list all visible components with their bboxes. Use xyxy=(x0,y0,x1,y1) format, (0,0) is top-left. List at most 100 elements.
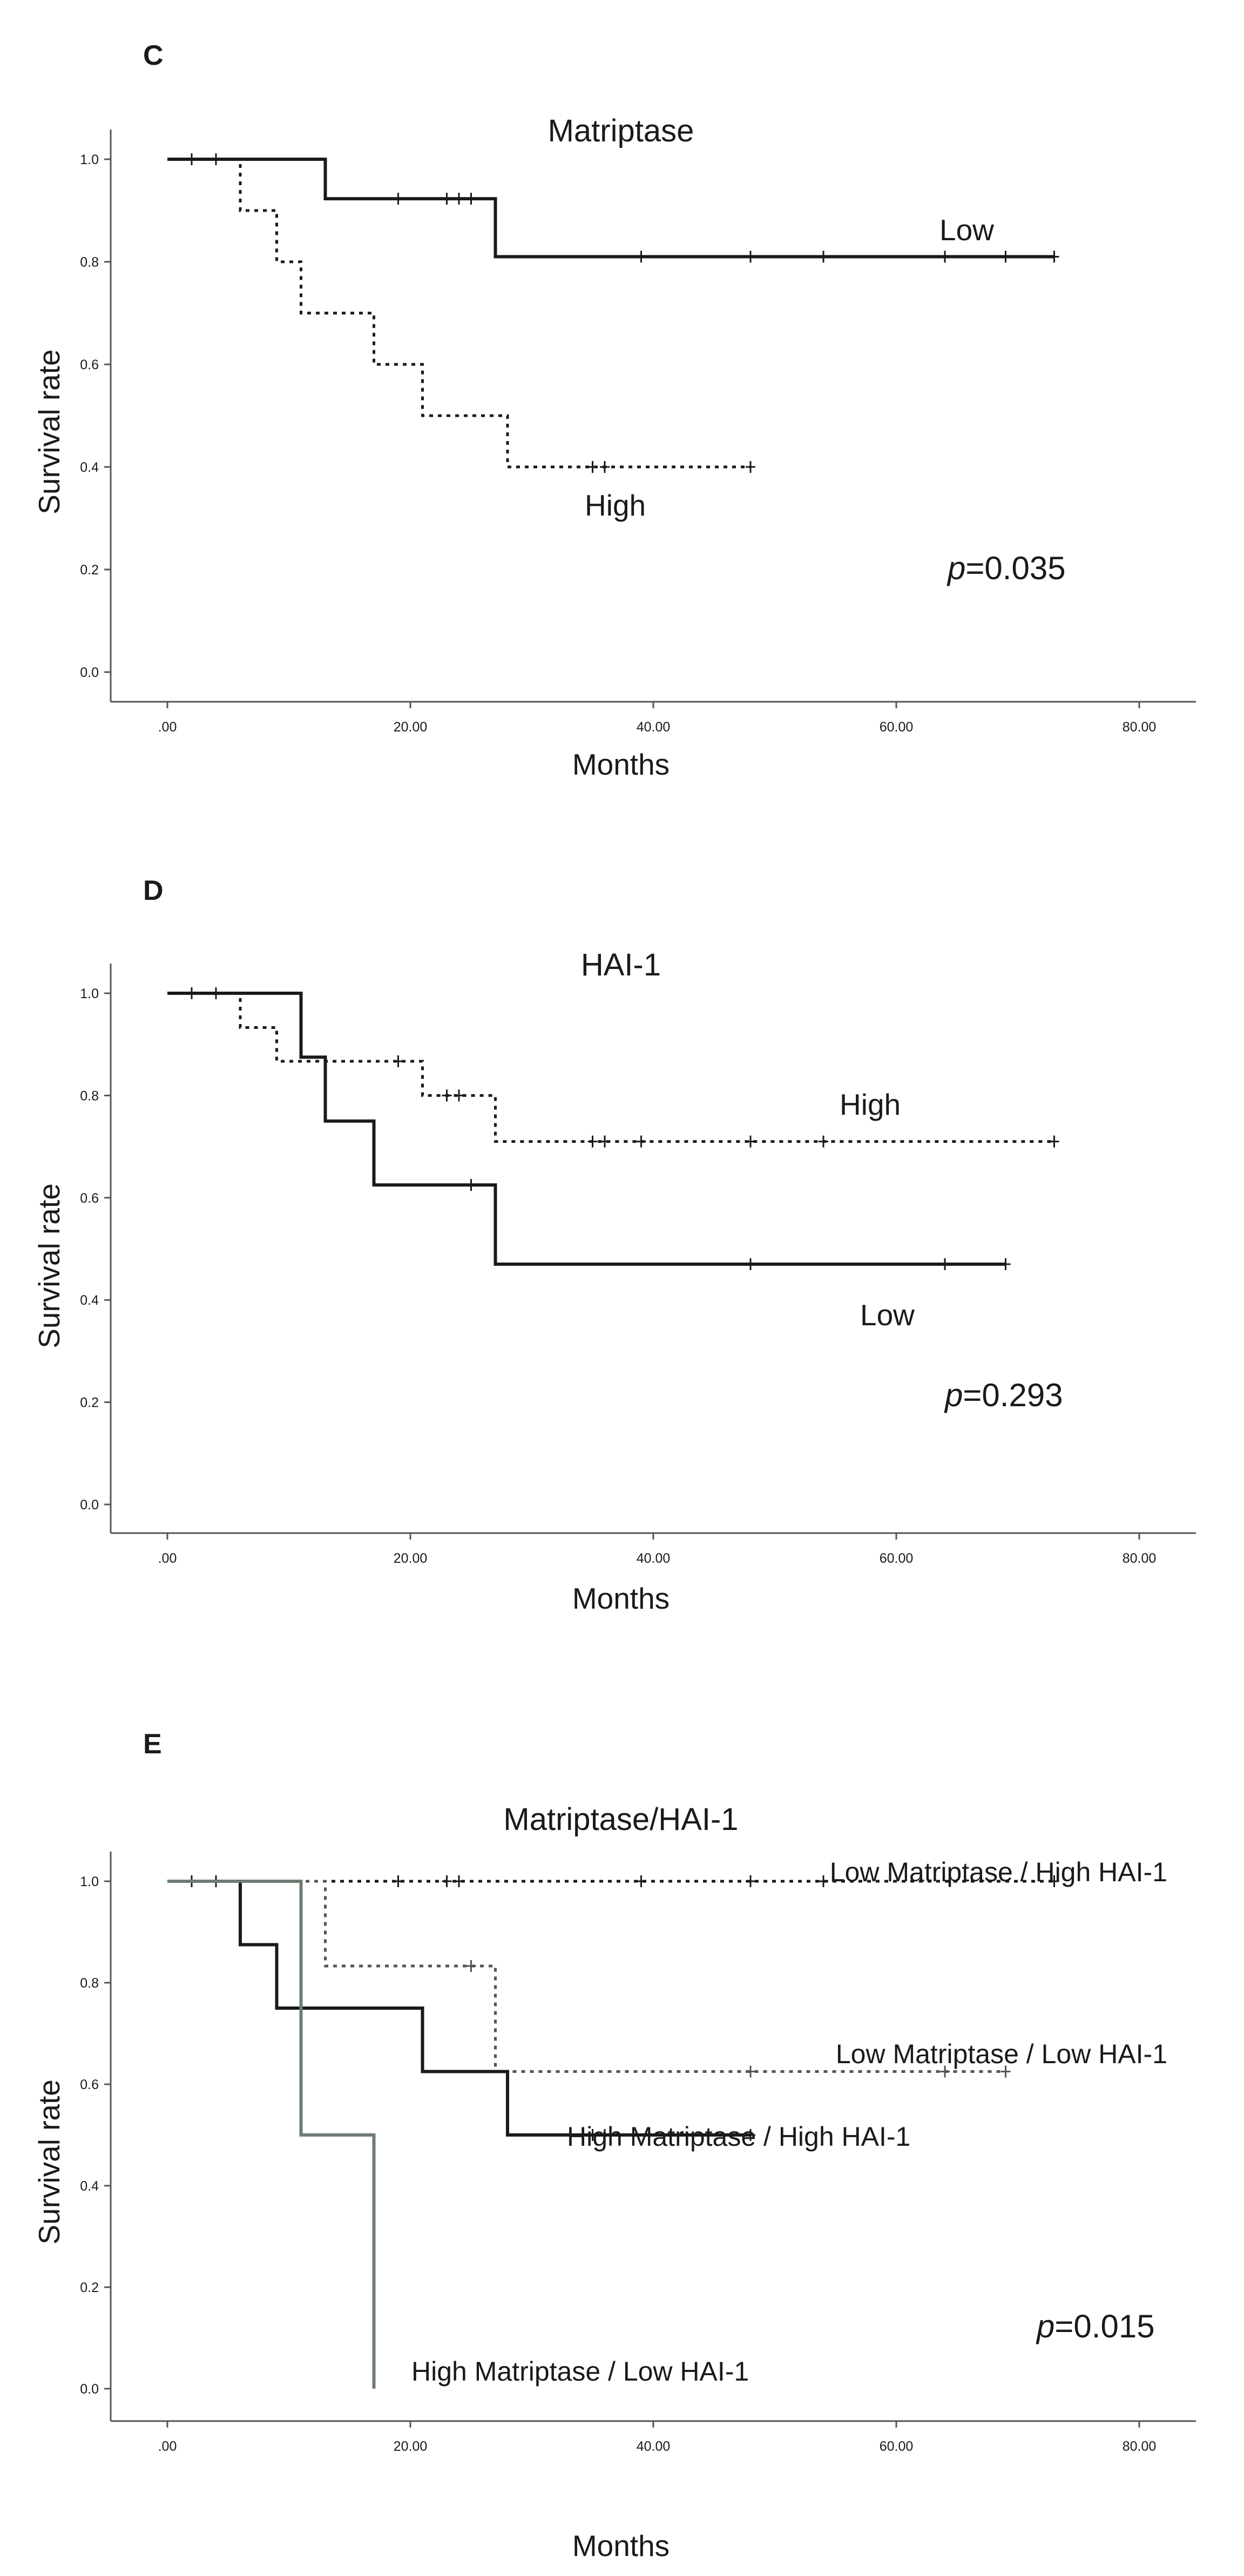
censor-mark xyxy=(587,461,598,473)
censor-mark xyxy=(746,2129,755,2141)
censor-mark xyxy=(819,1135,828,1148)
p-value-symbol: p xyxy=(946,550,965,586)
chart-title: Matriptase xyxy=(548,113,694,148)
censor-mark xyxy=(587,2129,598,2141)
x-tick-label: 20.00 xyxy=(394,720,428,735)
y-tick-label: 1.0 xyxy=(80,1874,99,1889)
censor-mark xyxy=(393,1875,403,1887)
survival-curve-high xyxy=(167,992,1054,1143)
censor-mark xyxy=(940,250,950,263)
censor-mark xyxy=(1049,250,1059,263)
x-tick-label: 20.00 xyxy=(394,1551,428,1566)
y-tick-label: 0.6 xyxy=(80,1191,99,1206)
y-tick-label: 0.0 xyxy=(80,1497,99,1513)
panel-e: E Matriptase/HAI-1 Survival rate Months … xyxy=(32,1728,1196,2563)
censor-mark xyxy=(393,193,403,205)
y-tick-label: 0.4 xyxy=(80,2179,99,2194)
panel-letter: D xyxy=(143,875,164,906)
p-value-number: =0.035 xyxy=(965,550,1065,586)
panel-d: D HAI-1 Survival rate Months p=0.293 Hig… xyxy=(32,875,1196,1615)
censor-mark xyxy=(1000,2065,1011,2078)
panel-letter: E xyxy=(143,1728,162,1760)
y-tick-label: 0.2 xyxy=(80,1395,99,1411)
censor-mark xyxy=(454,1089,464,1102)
p-value-number: =0.015 xyxy=(1054,2308,1154,2344)
censor-mark xyxy=(454,1875,464,1887)
y-tick-label: 0.8 xyxy=(80,255,99,270)
p-value: p=0.035 xyxy=(946,550,1066,586)
p-value-symbol: p xyxy=(944,1377,963,1413)
censor-mark xyxy=(587,1135,598,1148)
chart-title: Matriptase/HAI-1 xyxy=(503,1802,738,1837)
curve-label-low-matriptase-low-hai1: Low Matriptase / Low HAI-1 xyxy=(836,2039,1167,2069)
censor-mark xyxy=(442,193,452,205)
censor-mark xyxy=(746,2065,755,2078)
censor-mark xyxy=(442,1089,452,1102)
x-axis-title: Months xyxy=(572,748,670,781)
censor-mark xyxy=(600,2129,610,2141)
censor-mark xyxy=(1049,1875,1059,1887)
survival-curve-high-matriptase-high-hai-1 xyxy=(167,1880,751,2137)
y-tick-label: 0.8 xyxy=(80,1976,99,1991)
censor-mark xyxy=(454,193,464,205)
x-tick-label: 20.00 xyxy=(394,2439,428,2454)
y-tick-label: 0.6 xyxy=(80,2077,99,2092)
y-tick-label: 0.8 xyxy=(80,1088,99,1103)
y-axis-title: Survival rate xyxy=(32,1183,66,1348)
x-tick-label: 80.00 xyxy=(1123,720,1157,735)
y-tick-label: 0.0 xyxy=(80,2382,99,2397)
censor-mark xyxy=(746,1258,755,1270)
panel-c: C Matriptase Survival rate Months p=0.03… xyxy=(32,40,1196,781)
p-value-symbol: p xyxy=(1036,2308,1054,2344)
y-tick-label: 1.0 xyxy=(80,152,99,167)
censor-mark xyxy=(466,193,476,205)
censor-mark xyxy=(636,1135,646,1148)
x-tick-label: .00 xyxy=(158,720,177,735)
survival-curve-high-matriptase-low-hai-1 xyxy=(167,1880,376,2389)
curve-label-high-matriptase-low-hai1: High Matriptase / Low HAI-1 xyxy=(411,2356,749,2387)
y-tick-label: 0.2 xyxy=(80,562,99,578)
curve-label-low-matriptase-high-hai1: Low Matriptase / High HAI-1 xyxy=(830,1857,1167,1887)
censor-mark xyxy=(746,1875,755,1887)
censor-mark xyxy=(1049,1135,1059,1148)
y-tick-label: 0.0 xyxy=(80,665,99,680)
y-tick-label: 0.6 xyxy=(80,357,99,372)
y-tick-label: 0.2 xyxy=(80,2280,99,2295)
censor-mark xyxy=(442,1875,452,1887)
censor-mark xyxy=(636,1875,646,1887)
curve-label-high: High xyxy=(585,489,646,522)
x-tick-label: 60.00 xyxy=(880,720,914,735)
x-tick-label: 60.00 xyxy=(880,1551,914,1566)
survival-curve-high xyxy=(167,158,751,469)
censor-mark xyxy=(466,1960,476,1972)
survival-curve-low xyxy=(167,158,1054,259)
x-tick-label: 60.00 xyxy=(880,2439,914,2454)
plot-area: 0.0 0.2 0.4 0.6 0.8 1.0 .00 20.00 40.00 60.00 80.0… xyxy=(80,1852,1196,2454)
x-tick-label: 40.00 xyxy=(637,720,671,735)
x-tick-label: 40.00 xyxy=(637,1551,671,1566)
plot-area: 0.0 0.2 0.4 0.6 0.8 1.0 .00 20.00 40.00 60.00 80.0… xyxy=(80,964,1196,1566)
censor-mark xyxy=(819,250,828,263)
censor-mark xyxy=(600,461,610,473)
y-tick-label: 1.0 xyxy=(80,986,99,1001)
y-axis-title: Survival rate xyxy=(32,2079,66,2245)
x-tick-label: 80.00 xyxy=(1123,2439,1157,2454)
censor-mark xyxy=(466,1179,476,1191)
panel-letter: C xyxy=(143,40,164,71)
curve-label-low: Low xyxy=(860,1298,915,1332)
curve-label-low: Low xyxy=(939,213,994,247)
x-axis-title: Months xyxy=(572,2529,670,2563)
y-tick-label: 0.4 xyxy=(80,460,99,475)
chart-title: HAI-1 xyxy=(581,947,661,982)
censor-mark xyxy=(940,2065,950,2078)
censor-mark xyxy=(819,1875,828,1887)
censor-mark xyxy=(1000,1258,1011,1270)
censor-mark xyxy=(636,250,646,263)
p-value-number: =0.293 xyxy=(963,1377,1063,1413)
x-tick-label: 40.00 xyxy=(637,2439,671,2454)
censor-mark xyxy=(746,250,755,263)
censor-mark xyxy=(746,461,755,473)
p-value: p=0.015 xyxy=(1036,2308,1155,2344)
x-tick-label: 80.00 xyxy=(1123,1551,1157,1566)
